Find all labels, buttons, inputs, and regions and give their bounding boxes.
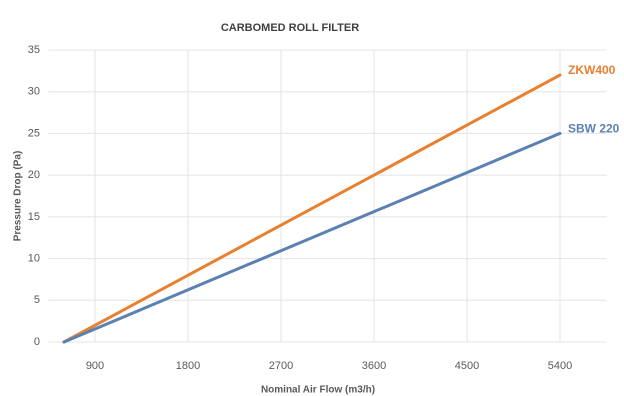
chart-title: CARBOMED ROLL FILTER [221, 22, 359, 34]
y-tick-label: 5 [34, 294, 40, 306]
y-axis-label: Pressure Drop (Pa) [13, 151, 24, 242]
x-tick-label: 3600 [362, 360, 386, 372]
series-label: ZKW400 [568, 63, 616, 77]
y-tick-label: 25 [28, 127, 40, 139]
x-axis-label: Nominal Air Flow (m3/h) [261, 385, 375, 396]
y-tick-label: 10 [28, 252, 40, 264]
x-tick-label: 1800 [176, 360, 200, 372]
x-tick-label: 2700 [269, 360, 293, 372]
y-tick-label: 15 [28, 211, 40, 223]
x-tick-label: 5400 [548, 360, 572, 372]
y-tick-label: 35 [28, 44, 40, 56]
x-tick-label: 4500 [455, 360, 479, 372]
series-line [62, 131, 562, 344]
series-label: SBW 220 [568, 122, 620, 136]
x-tick-label: 900 [86, 360, 104, 372]
series-line [62, 73, 562, 344]
y-tick-label: 0 [34, 336, 40, 348]
y-tick-label: 30 [28, 86, 40, 98]
y-tick-label: 20 [28, 169, 40, 181]
